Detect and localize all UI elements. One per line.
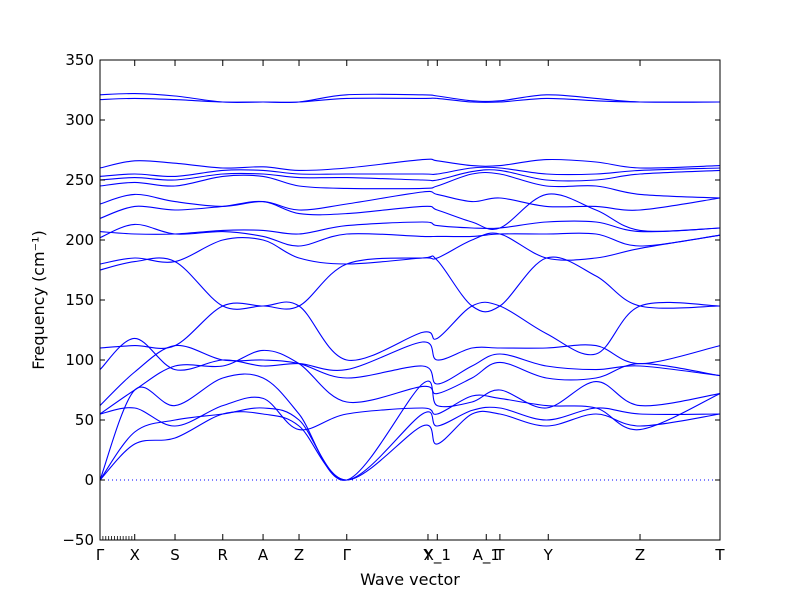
y-tick-label: 0 bbox=[84, 471, 94, 489]
band-line-15 bbox=[99, 171, 721, 199]
band-line-9 bbox=[99, 255, 721, 313]
y-tick-label: 100 bbox=[65, 351, 94, 369]
y-tick-label: 50 bbox=[75, 411, 94, 429]
x-tick-label: Z bbox=[294, 546, 304, 564]
x-tick-label: Y bbox=[543, 546, 554, 564]
band-line-16 bbox=[99, 169, 721, 182]
x-tick-label: X_1 bbox=[424, 546, 451, 565]
y-tick-label: 350 bbox=[65, 51, 94, 69]
x-tick-label: A_1 bbox=[473, 546, 500, 565]
x-tick-label: Y bbox=[422, 546, 433, 564]
band-line-2 bbox=[99, 406, 721, 481]
x-tick-label: R bbox=[218, 546, 228, 564]
band-line-4 bbox=[99, 393, 721, 431]
band-line-1 bbox=[99, 410, 721, 481]
x-tick-label: S bbox=[170, 546, 180, 564]
band-line-3 bbox=[99, 373, 721, 481]
band-line-12 bbox=[99, 220, 721, 235]
y-tick-label: 250 bbox=[65, 171, 94, 189]
x-tick-label: T bbox=[494, 546, 505, 564]
band-line-6 bbox=[99, 344, 721, 406]
x-tick-label: X bbox=[130, 546, 140, 564]
band-line-7 bbox=[99, 337, 721, 371]
band-lines bbox=[99, 93, 721, 481]
band-line-19 bbox=[99, 93, 721, 104]
x-tick-label: T bbox=[714, 546, 725, 564]
band-line-11 bbox=[99, 223, 721, 247]
y-tick-label: 300 bbox=[65, 111, 94, 129]
x-tick-label: Z bbox=[635, 546, 645, 564]
x-tick-label: A bbox=[258, 546, 269, 564]
band-line-13 bbox=[99, 193, 721, 232]
band-line-5 bbox=[99, 349, 721, 415]
y-tick-label: −50 bbox=[62, 531, 94, 549]
band-line-20 bbox=[99, 93, 721, 103]
band-line-8 bbox=[99, 301, 721, 361]
y-tick-label: 200 bbox=[65, 231, 94, 249]
band-line-17 bbox=[99, 166, 721, 178]
band-line-10 bbox=[99, 232, 721, 265]
plot-frame bbox=[99, 59, 721, 541]
x-tick-label: Γ bbox=[343, 546, 352, 564]
x-axis-label: Wave vector bbox=[360, 570, 460, 589]
band-line-14 bbox=[99, 190, 721, 211]
y-axis-label: Frequency (cm⁻¹) bbox=[29, 230, 48, 369]
y-tick-label: 150 bbox=[65, 291, 94, 309]
band-line-18 bbox=[99, 158, 721, 171]
x-tick-label: Γ bbox=[96, 546, 105, 564]
